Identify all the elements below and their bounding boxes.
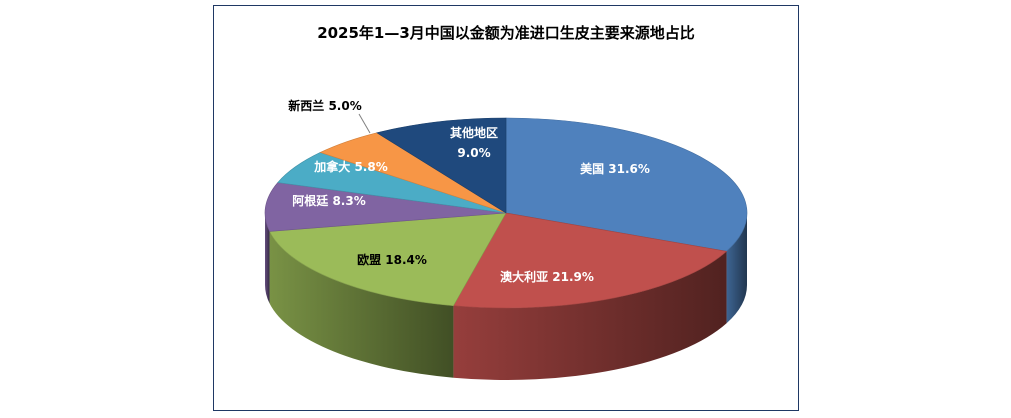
pie-side-美国 — [726, 213, 747, 324]
data-label-其他地区: 其他地区 — [450, 125, 498, 140]
pie-side-walls — [265, 213, 747, 381]
leader-line-新西兰 — [358, 113, 371, 134]
data-label-欧盟: 欧盟 18.4% — [357, 252, 427, 267]
data-value-其他地区: 9.0% — [457, 146, 490, 160]
chart-frame: 2025年1—3月中国以金额为准进口生皮主要来源地占比 美国 31.6% 澳大利亚… — [213, 5, 799, 411]
pie-slice-其他地区 — [376, 117, 507, 214]
pie-slice-美国 — [505, 117, 748, 252]
pie-slice-澳大利亚 — [452, 212, 728, 309]
pie-side-欧盟 — [269, 231, 454, 378]
data-label-美国: 美国 31.6% — [580, 161, 650, 176]
chart-title: 2025年1—3月中国以金额为准进口生皮主要来源地占比 — [317, 24, 695, 42]
data-label-加拿大: 加拿大 5.8% — [313, 159, 387, 174]
pie-slice-欧盟 — [269, 212, 507, 307]
pie-side-阿根廷 — [265, 213, 270, 304]
pie-side-澳大利亚 — [453, 251, 727, 381]
pie-slice-阿根廷 — [264, 182, 507, 232]
data-label-澳大利亚: 澳大利亚 21.9% — [500, 269, 594, 284]
data-label-新西兰: 新西兰 5.0% — [288, 98, 361, 113]
data-label-阿根廷: 阿根廷 8.3% — [292, 193, 365, 208]
pie-chart: 美国 31.6% 澳大利亚 21.9% 欧盟 18.4% 阿根廷 8.3% 加拿大 5.… — [264, 98, 748, 381]
